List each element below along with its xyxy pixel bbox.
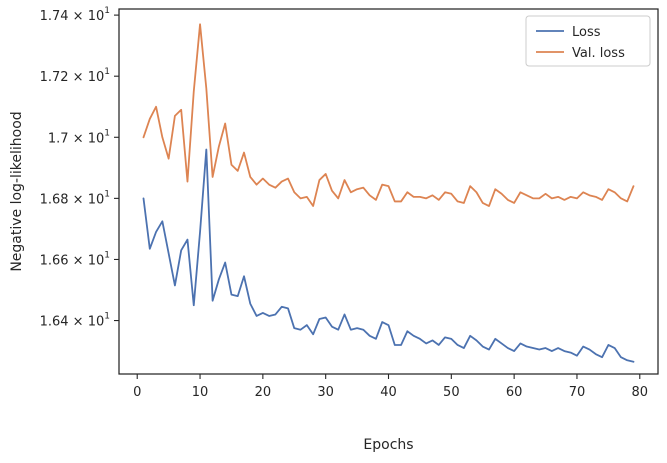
y-tick-label: 1.68 × 101 xyxy=(40,189,110,207)
y-tick-label: 1.74 × 101 xyxy=(40,6,110,24)
y-tick-label: 1.64 × 101 xyxy=(40,312,110,330)
legend-label-val-loss: Val. loss xyxy=(572,46,625,61)
x-tick-label: 20 xyxy=(255,385,272,400)
x-tick-label: 70 xyxy=(569,385,586,400)
x-tick-label: 50 xyxy=(443,385,460,400)
y-tick-label: 1.7 × 101 xyxy=(48,128,110,146)
x-tick-label: 60 xyxy=(506,385,523,400)
series-line-val-loss xyxy=(142,23,635,207)
legend-label-loss: Loss xyxy=(572,25,601,40)
x-tick-label: 10 xyxy=(192,385,209,400)
x-tick-label: 40 xyxy=(380,385,397,400)
x-tick-label: 80 xyxy=(632,385,649,400)
x-tick-label: 30 xyxy=(317,385,334,400)
plot-frame xyxy=(118,8,659,375)
y-axis-label: Negative log-likelihood xyxy=(9,111,25,271)
y-ticks: 1.64 × 101 1.66 × 101 1.68 × 101 1.7 × 101 1… xyxy=(40,6,119,330)
series-layer xyxy=(142,23,635,363)
legend: Loss Val. loss xyxy=(525,15,651,67)
x-axis-label: Epochs xyxy=(363,437,413,453)
x-ticks: 0 10 20 30 40 50 60 70 80 xyxy=(133,374,648,400)
y-tick-label: 1.72 × 101 xyxy=(40,67,110,85)
y-tick-label: 1.66 × 101 xyxy=(40,250,110,268)
series-line-loss xyxy=(142,148,635,363)
x-tick-label: 0 xyxy=(133,385,141,400)
legend-box xyxy=(525,15,651,67)
